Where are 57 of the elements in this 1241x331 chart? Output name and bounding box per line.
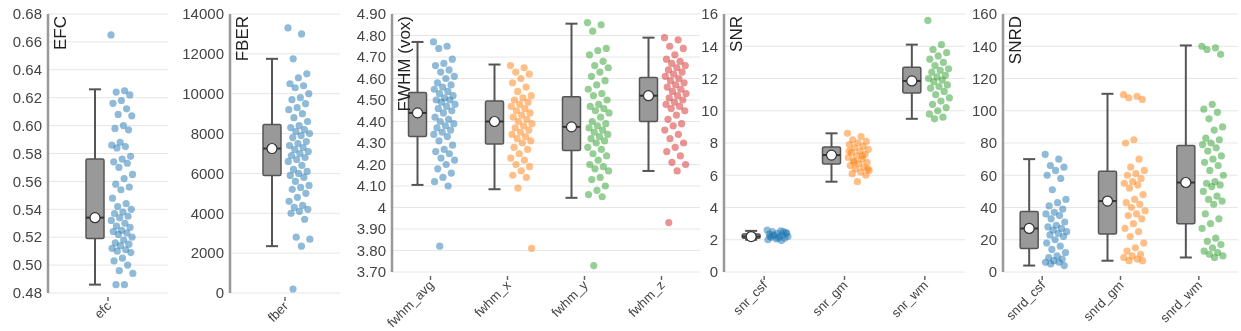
y-tick-label: 12000: [182, 45, 224, 63]
y-tick-label: 4.50: [356, 91, 386, 109]
y-tick-label: 0.62: [12, 88, 42, 106]
y-tick-label: 3.90: [356, 220, 386, 238]
y-tick-label: 0.64: [12, 61, 42, 79]
y-tick-label: 0.54: [12, 200, 42, 218]
y-tick-label: 6000: [190, 164, 224, 182]
y-tick-label: 4.90: [356, 5, 386, 23]
y-tick-label: 14: [701, 37, 718, 55]
y-tick-label: 4.30: [356, 134, 386, 152]
y-tick-label: 120: [971, 69, 997, 87]
y-tick-label: 80: [980, 134, 997, 152]
y-tick-label: 2: [709, 231, 718, 248]
y-axis-title: EFC: [51, 16, 70, 50]
y-tick-label: 4: [377, 198, 386, 216]
y-tick-label: 4.40: [356, 112, 386, 130]
y-tick-label: 4000: [190, 204, 224, 222]
y-tick-label: 4.80: [356, 26, 386, 44]
y-tick-label: 14000: [182, 5, 224, 23]
y-tick-label: 2000: [190, 244, 224, 262]
y-axis-title: FBER: [233, 16, 252, 62]
y-tick-label: 20: [980, 231, 997, 248]
y-tick-label: 0.68: [12, 5, 42, 23]
x-tick-label: fber: [264, 298, 292, 325]
y-tick-label: 4.10: [356, 177, 386, 195]
y-tick-label: 100: [971, 102, 997, 119]
y-tick-label: 10000: [182, 84, 224, 102]
y-axis-title: SNR: [727, 16, 746, 52]
y-tick-label: 0: [988, 263, 997, 281]
y-tick-label: 4.70: [356, 48, 386, 66]
y-tick-label: 0.66: [12, 33, 42, 51]
y-tick-label: 3.80: [356, 241, 386, 259]
x-tick-label: efc: [91, 298, 115, 322]
y-tick-label: 4.60: [356, 69, 386, 87]
y-tick-label: 6: [709, 166, 718, 184]
y-tick-label: 140: [971, 37, 997, 55]
y-tick-label: 0.52: [12, 228, 42, 246]
y-tick-label: 16: [701, 5, 718, 23]
y-tick-label: 0.56: [12, 172, 42, 190]
y-tick-label: 0.48: [12, 284, 42, 302]
y-tick-label: 0: [215, 284, 224, 302]
y-tick-label: 0.50: [12, 256, 42, 274]
y-tick-label: 8000: [190, 124, 224, 142]
y-tick-label: 0.58: [12, 144, 42, 162]
y-tick-label: 60: [980, 166, 997, 184]
y-tick-label: 4: [709, 198, 718, 216]
y-tick-label: 10: [701, 102, 718, 119]
y-tick-label: 0: [709, 263, 718, 281]
y-tick-label: 40: [980, 198, 997, 216]
y-axis-title: FWHM (vox): [395, 16, 414, 112]
y-tick-label: 4.20: [356, 155, 386, 173]
y-axis-title: SNRD: [1006, 16, 1025, 65]
y-tick-label: 8: [709, 134, 718, 152]
y-tick-label: 12: [701, 69, 718, 87]
y-tick-label: 160: [971, 5, 997, 23]
y-tick-label: 0.60: [12, 116, 42, 134]
y-tick-label: 3.70: [356, 263, 386, 281]
